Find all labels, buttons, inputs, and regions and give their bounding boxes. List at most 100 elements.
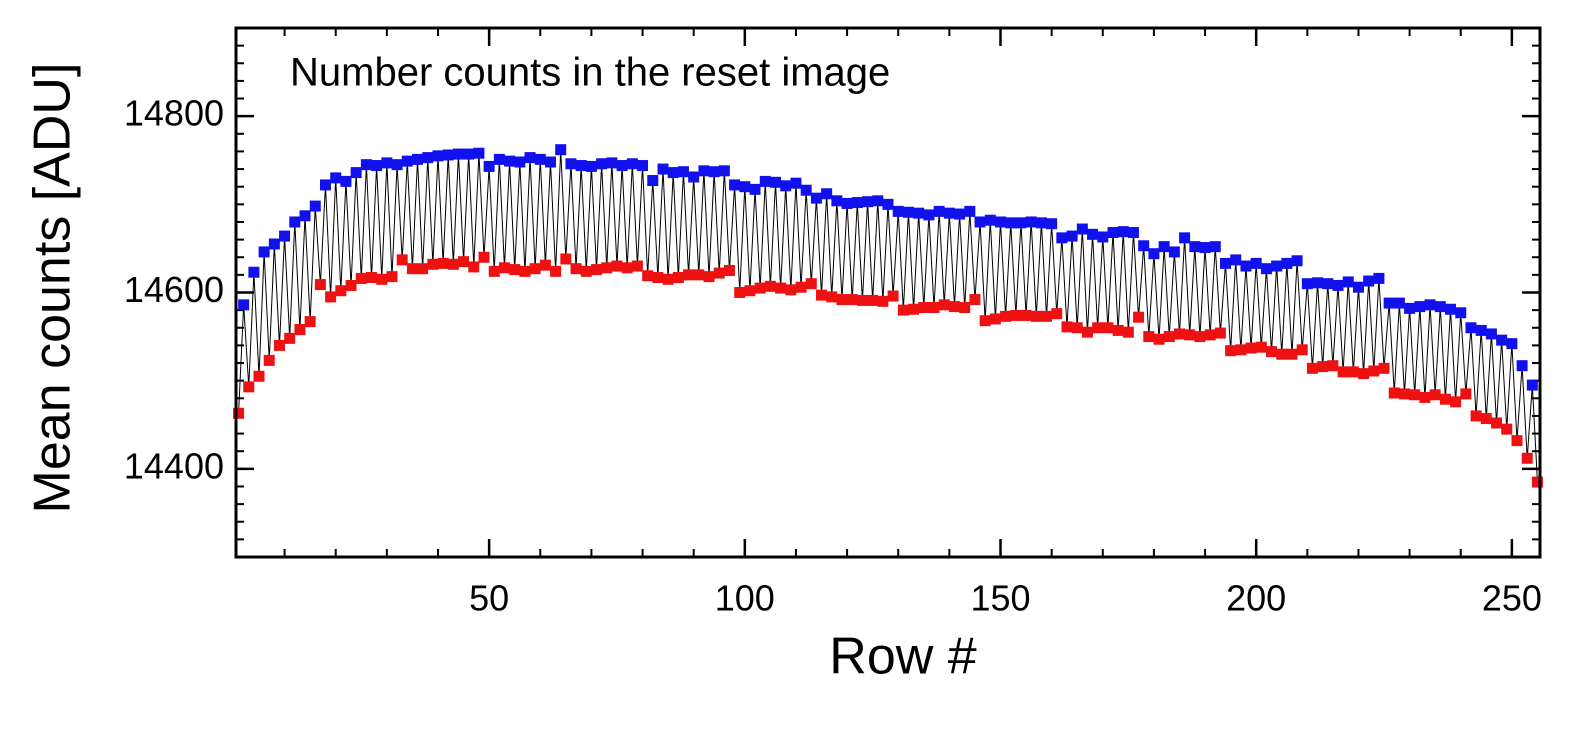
point <box>570 263 582 275</box>
point <box>862 196 874 208</box>
point <box>1506 338 1518 350</box>
point <box>1322 278 1334 290</box>
point <box>974 216 986 228</box>
point <box>1076 223 1088 235</box>
point <box>539 259 551 271</box>
point <box>1378 362 1390 374</box>
point <box>672 272 684 284</box>
point <box>964 205 976 217</box>
point <box>263 354 275 366</box>
point <box>954 208 966 220</box>
point <box>698 165 710 177</box>
point <box>642 270 654 282</box>
point <box>1465 322 1477 334</box>
point <box>1189 241 1201 253</box>
point <box>1439 393 1451 405</box>
y-tick-label: 14600 <box>124 269 224 310</box>
point <box>667 167 679 179</box>
point <box>1122 326 1134 338</box>
point <box>1000 310 1012 322</box>
point <box>1337 366 1349 378</box>
point <box>1445 303 1457 315</box>
point <box>1173 328 1185 340</box>
point <box>1526 379 1538 391</box>
point <box>1194 331 1206 343</box>
point <box>1521 452 1533 464</box>
point <box>1291 255 1303 267</box>
x-axis-label: Row # <box>829 628 976 686</box>
point <box>550 265 562 277</box>
point <box>1010 309 1022 321</box>
point <box>452 148 464 160</box>
point <box>1511 435 1523 447</box>
point <box>498 262 510 274</box>
point <box>683 269 695 281</box>
point <box>596 158 608 170</box>
point <box>800 184 812 196</box>
point <box>514 156 526 168</box>
point <box>1383 297 1395 309</box>
point <box>1061 321 1073 333</box>
point <box>504 155 516 167</box>
point <box>1260 263 1272 275</box>
point <box>995 216 1007 228</box>
point <box>1163 331 1175 343</box>
point <box>381 157 393 169</box>
point <box>314 279 326 291</box>
point <box>933 205 945 217</box>
point <box>1148 248 1160 260</box>
point <box>1276 348 1288 360</box>
point <box>897 304 909 316</box>
point <box>1312 277 1324 289</box>
point <box>580 265 592 277</box>
point <box>647 175 659 187</box>
point <box>1097 231 1109 243</box>
point <box>621 262 633 274</box>
point <box>1352 281 1364 293</box>
point <box>289 216 301 228</box>
point <box>795 281 807 293</box>
point <box>432 150 444 162</box>
point <box>401 155 413 167</box>
point <box>1496 334 1508 346</box>
point <box>1051 308 1063 320</box>
x-tick-label: 100 <box>715 578 775 619</box>
x-tick-label: 200 <box>1226 578 1286 619</box>
point <box>437 257 449 269</box>
point <box>693 269 705 281</box>
point <box>258 246 270 258</box>
point <box>1158 241 1170 253</box>
point <box>652 272 664 284</box>
point <box>483 160 495 172</box>
point <box>1041 310 1053 322</box>
plot-frame <box>234 26 1542 559</box>
point <box>1358 368 1370 380</box>
point <box>335 285 347 297</box>
point <box>1398 388 1410 400</box>
point <box>386 271 398 283</box>
point <box>1204 329 1216 341</box>
point <box>585 160 597 172</box>
point <box>1220 257 1232 269</box>
point <box>805 278 817 290</box>
point <box>1025 216 1037 228</box>
point <box>319 179 331 191</box>
x-tick-label: 250 <box>1482 578 1542 619</box>
point <box>662 273 674 285</box>
point <box>406 263 418 275</box>
point <box>867 294 879 306</box>
point <box>1301 278 1313 290</box>
point <box>785 284 797 296</box>
point <box>294 324 306 336</box>
point <box>1199 242 1211 254</box>
point <box>1235 344 1247 356</box>
point <box>371 160 383 172</box>
point <box>473 147 485 159</box>
point <box>1081 326 1093 338</box>
point <box>616 160 628 172</box>
point <box>775 282 787 294</box>
point <box>729 179 741 191</box>
point <box>739 181 751 193</box>
point <box>544 156 556 168</box>
